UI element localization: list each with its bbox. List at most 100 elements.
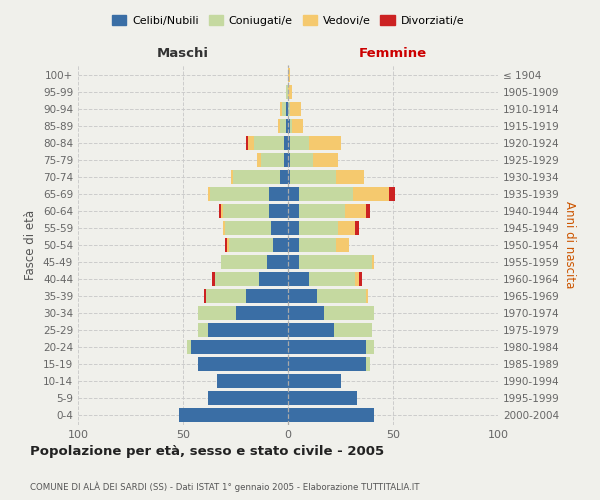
Bar [208,187,288,201]
Bar [208,187,288,201]
Bar [288,323,372,337]
Bar [288,102,290,116]
Bar [260,153,288,167]
Bar [221,255,288,269]
Bar [288,255,374,269]
Bar [221,255,288,269]
Bar [288,340,374,354]
Bar [288,153,338,167]
Bar [288,323,372,337]
Bar [246,136,288,150]
Bar [198,323,288,337]
Bar [198,357,288,371]
Bar [288,340,366,354]
Bar [284,136,288,150]
Bar [208,391,288,405]
Text: Femmine: Femmine [359,47,427,60]
Bar [257,153,288,167]
Bar [288,408,374,422]
Bar [288,238,349,252]
Bar [280,102,288,116]
Bar [288,238,337,252]
Bar [286,85,288,99]
Bar [288,374,341,388]
Bar [288,170,337,184]
Bar [206,289,288,303]
Bar [288,289,317,303]
Bar [288,170,290,184]
Bar [288,170,364,184]
Bar [198,306,288,320]
Bar [288,136,290,150]
Bar [288,340,374,354]
Bar [288,221,355,235]
Bar [288,136,341,150]
Bar [277,119,288,133]
Bar [179,408,288,422]
Bar [288,306,374,320]
Bar [267,255,288,269]
Bar [288,204,299,218]
Bar [232,170,288,184]
Bar [229,238,288,252]
Bar [215,272,288,286]
Bar [288,391,358,405]
Bar [221,204,288,218]
Text: Popolazione per età, sesso e stato civile - 2005: Popolazione per età, sesso e stato civil… [30,444,384,458]
Y-axis label: Anni di nascita: Anni di nascita [563,202,576,288]
Bar [288,289,368,303]
Bar [280,102,288,116]
Bar [288,187,353,201]
Bar [217,374,288,388]
Bar [212,272,288,286]
Bar [208,391,288,405]
Bar [288,238,349,252]
Bar [288,102,301,116]
Bar [288,85,292,99]
Bar [179,408,288,422]
Bar [274,238,288,252]
Bar [288,408,374,422]
Bar [288,119,290,133]
Bar [208,391,288,405]
Y-axis label: Fasce di età: Fasce di età [25,210,37,280]
Bar [288,85,292,99]
Bar [288,255,299,269]
Bar [227,238,288,252]
Bar [288,136,341,150]
Bar [288,357,370,371]
Bar [288,102,301,116]
Bar [223,204,288,218]
Bar [232,170,288,184]
Bar [288,391,358,405]
Bar [282,102,288,116]
Bar [288,408,374,422]
Bar [288,119,303,133]
Bar [288,306,324,320]
Bar [288,374,341,388]
Bar [288,221,299,235]
Bar [248,136,288,150]
Bar [288,221,338,235]
Bar [288,323,334,337]
Bar [288,119,303,133]
Bar [288,153,338,167]
Bar [288,187,389,201]
Bar [198,357,288,371]
Text: COMUNE DI ALÀ DEI SARDI (SS) - Dati ISTAT 1° gennaio 2005 - Elaborazione TUTTITA: COMUNE DI ALÀ DEI SARDI (SS) - Dati ISTA… [30,482,419,492]
Bar [288,357,366,371]
Bar [257,153,288,167]
Bar [198,323,288,337]
Bar [269,204,288,218]
Bar [206,289,288,303]
Bar [208,391,288,405]
Bar [286,119,288,133]
Bar [288,289,366,303]
Bar [288,187,395,201]
Bar [288,238,299,252]
Bar [221,255,288,269]
Bar [288,187,299,201]
Bar [179,408,288,422]
Bar [288,306,374,320]
Bar [223,221,288,235]
